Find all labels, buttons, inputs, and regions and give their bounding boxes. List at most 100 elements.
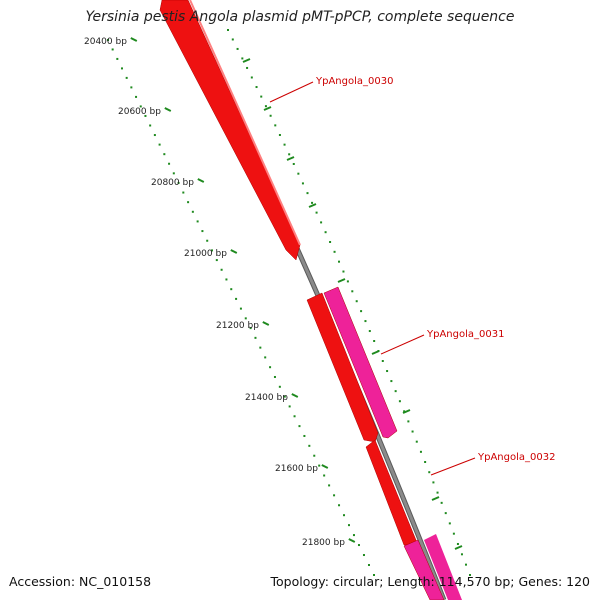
guide-dot (254, 336, 257, 339)
guide-dot (390, 380, 393, 383)
guide-dot (231, 38, 234, 41)
tick-mark (263, 106, 272, 111)
gene-outer-partial[interactable] (424, 534, 462, 600)
guide-dot (448, 522, 451, 525)
gene-ypangola-0032[interactable] (306, 292, 379, 443)
guide-dot (288, 153, 291, 156)
gene-arrow[interactable] (365, 439, 419, 546)
guide-dot (144, 114, 147, 117)
guide-dot (373, 340, 376, 343)
guide-dot (355, 300, 358, 303)
tick-label: 20400 bp (84, 37, 127, 47)
gene-arrow[interactable] (403, 539, 445, 600)
guide-dot (318, 464, 321, 467)
guide-dot (235, 297, 238, 300)
guide-dot (241, 57, 244, 60)
guide-dot (172, 172, 175, 175)
gene-inner-4[interactable] (365, 439, 419, 546)
guide-dot (201, 230, 204, 233)
gene-label[interactable]: YpAngola_0030 (315, 76, 393, 87)
guide-dot (398, 400, 401, 403)
guide-dot (394, 390, 397, 393)
guide-dot (308, 444, 311, 447)
guide-dot (333, 494, 336, 497)
tick-mark (348, 538, 356, 543)
guide-dot (191, 210, 194, 213)
gene-highlight (189, 0, 301, 246)
guide-dot (357, 544, 360, 547)
guide-dot (313, 454, 316, 457)
guide-dot (260, 95, 263, 98)
guide-dot (135, 95, 138, 98)
guide-dot (364, 320, 367, 323)
tick-mark (286, 156, 295, 161)
guide-dot (297, 172, 300, 175)
guide-dot (288, 405, 291, 408)
guide-dot (107, 39, 109, 41)
guide-dot (182, 191, 185, 194)
guide-dot (264, 356, 267, 359)
tick-mark (242, 58, 251, 63)
gene-inner-5[interactable] (403, 539, 445, 600)
guide-dot (424, 461, 427, 463)
guide-dot (362, 554, 365, 557)
guide-dot (158, 143, 161, 146)
guide-dot (196, 220, 199, 223)
gene-arrow[interactable] (306, 292, 379, 443)
guide-dot (323, 474, 326, 477)
guide-dot (269, 114, 272, 117)
gene-ypangola-0030[interactable] (159, 0, 301, 261)
guide-dot (278, 134, 281, 136)
guide-dot (255, 86, 258, 89)
guide-dot (153, 134, 156, 137)
gene-arrow[interactable] (159, 0, 301, 261)
gene-arrow[interactable] (323, 286, 398, 439)
guide-dot (225, 278, 228, 281)
guide-dot (352, 534, 355, 537)
gene-ypangola-0031[interactable] (323, 286, 398, 439)
guide-dot (292, 162, 295, 165)
guide-dot (215, 259, 218, 262)
tick-mark (337, 278, 346, 283)
tick-mark (230, 249, 238, 254)
guide-dot (436, 491, 439, 494)
guide-dot (273, 375, 276, 378)
tick-label: 21600 bp (275, 464, 318, 474)
guide-dot (419, 450, 422, 453)
tick-label: 20800 bp (151, 178, 194, 188)
tick-mark (321, 464, 329, 469)
tick-mark (291, 393, 299, 398)
guide-dot (303, 434, 306, 437)
guide-dot (149, 124, 152, 127)
gene-leader-line (430, 457, 476, 476)
guide-dot (315, 211, 318, 214)
guide-dot (386, 370, 389, 373)
tick-mark (308, 203, 317, 208)
guide-dot (343, 514, 346, 517)
guide-dot (264, 105, 267, 108)
guide-dot (456, 542, 459, 545)
guide-dot (338, 260, 341, 263)
guide-dot (342, 270, 345, 273)
guide-dot (116, 57, 119, 60)
guide-dot (440, 501, 443, 504)
inner-dotted-guide (107, 39, 375, 576)
guide-dot (333, 250, 336, 253)
tick-mark (371, 350, 380, 355)
tick-label: 21000 bp (184, 249, 227, 259)
guide-dot (347, 524, 350, 527)
gene-label[interactable]: YpAngola_0032 (477, 452, 555, 463)
guide-dot (351, 290, 354, 293)
guide-dot (250, 76, 253, 79)
guide-dot (278, 385, 281, 388)
guide-dot (452, 532, 455, 535)
guide-dot (259, 346, 262, 349)
guide-dot (283, 143, 286, 146)
gene-label[interactable]: YpAngola_0031 (426, 329, 504, 340)
guide-dot (432, 481, 435, 484)
guide-dot (311, 201, 314, 204)
guide-dot (168, 162, 171, 165)
guide-dot (301, 182, 304, 185)
tick-mark (262, 321, 270, 326)
guide-dot (239, 307, 242, 310)
